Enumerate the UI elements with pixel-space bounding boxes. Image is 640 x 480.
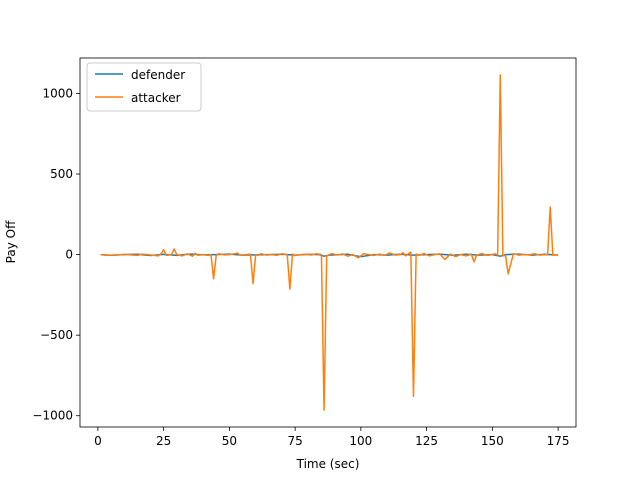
y-axis-label: Pay Off [4,220,18,263]
x-tick-label: 50 [222,434,237,448]
axes-frame [79,57,577,428]
x-tick-label: 25 [156,434,171,448]
y-tick-label: 0 [65,248,73,262]
legend-box [86,62,202,112]
y-tick-label: −1000 [32,409,73,423]
legend: defender attacker [86,62,202,112]
legend-label-attacker: attacker [131,91,181,105]
y-tick-label: −500 [40,328,73,342]
x-tick-label: 75 [287,434,302,448]
x-tick-label: 0 [94,434,102,448]
y-axis-ticks: −1000 −500 0 500 1000 [32,86,80,423]
legend-label-defender: defender [131,68,185,82]
x-tick-label: 100 [349,434,372,448]
x-tick-label: 125 [415,434,438,448]
y-tick-label: 500 [50,167,73,181]
x-tick-label: 150 [481,434,504,448]
x-axis-label: Time (sec) [296,457,360,471]
series-lines [100,74,559,411]
y-tick-label: 1000 [42,86,73,100]
x-tick-label: 175 [547,434,570,448]
series-line-attacker [100,74,559,411]
plot-area [80,58,576,427]
x-axis-ticks: 0 25 50 75 100 125 150 175 [94,427,570,448]
